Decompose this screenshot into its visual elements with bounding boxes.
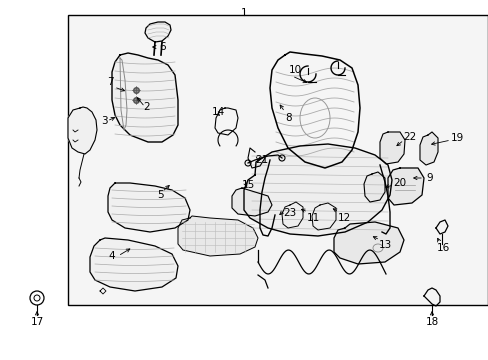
Polygon shape	[379, 132, 404, 164]
Text: 23: 23	[283, 208, 296, 218]
Polygon shape	[145, 22, 171, 42]
Text: 11: 11	[306, 213, 319, 223]
Text: 16: 16	[435, 243, 448, 253]
Text: 6: 6	[160, 42, 166, 52]
Text: 1: 1	[240, 8, 247, 18]
Text: 7: 7	[106, 77, 113, 87]
Text: 12: 12	[337, 213, 350, 223]
Text: 21: 21	[255, 155, 268, 165]
Polygon shape	[419, 132, 437, 165]
Polygon shape	[112, 53, 178, 142]
Polygon shape	[244, 144, 391, 236]
Bar	[68, 15, 487, 305]
Polygon shape	[108, 183, 190, 232]
Polygon shape	[333, 222, 403, 264]
Text: 2: 2	[143, 102, 150, 112]
Text: 13: 13	[378, 240, 391, 250]
Text: 15: 15	[241, 180, 254, 190]
Text: 3: 3	[101, 116, 107, 126]
Text: 19: 19	[449, 133, 463, 143]
Polygon shape	[387, 168, 423, 205]
Text: 10: 10	[288, 65, 301, 75]
Text: 18: 18	[425, 317, 438, 327]
Polygon shape	[363, 172, 384, 202]
Polygon shape	[90, 238, 178, 291]
Text: 17: 17	[30, 317, 43, 327]
Text: 9: 9	[426, 173, 432, 183]
Text: 5: 5	[156, 190, 163, 200]
Text: 20: 20	[393, 178, 406, 188]
Polygon shape	[178, 216, 258, 256]
Text: 4: 4	[108, 251, 115, 261]
Text: 14: 14	[211, 107, 224, 117]
Polygon shape	[231, 188, 271, 216]
Polygon shape	[68, 107, 97, 154]
Text: 22: 22	[403, 132, 416, 142]
Text: 8: 8	[285, 113, 292, 123]
